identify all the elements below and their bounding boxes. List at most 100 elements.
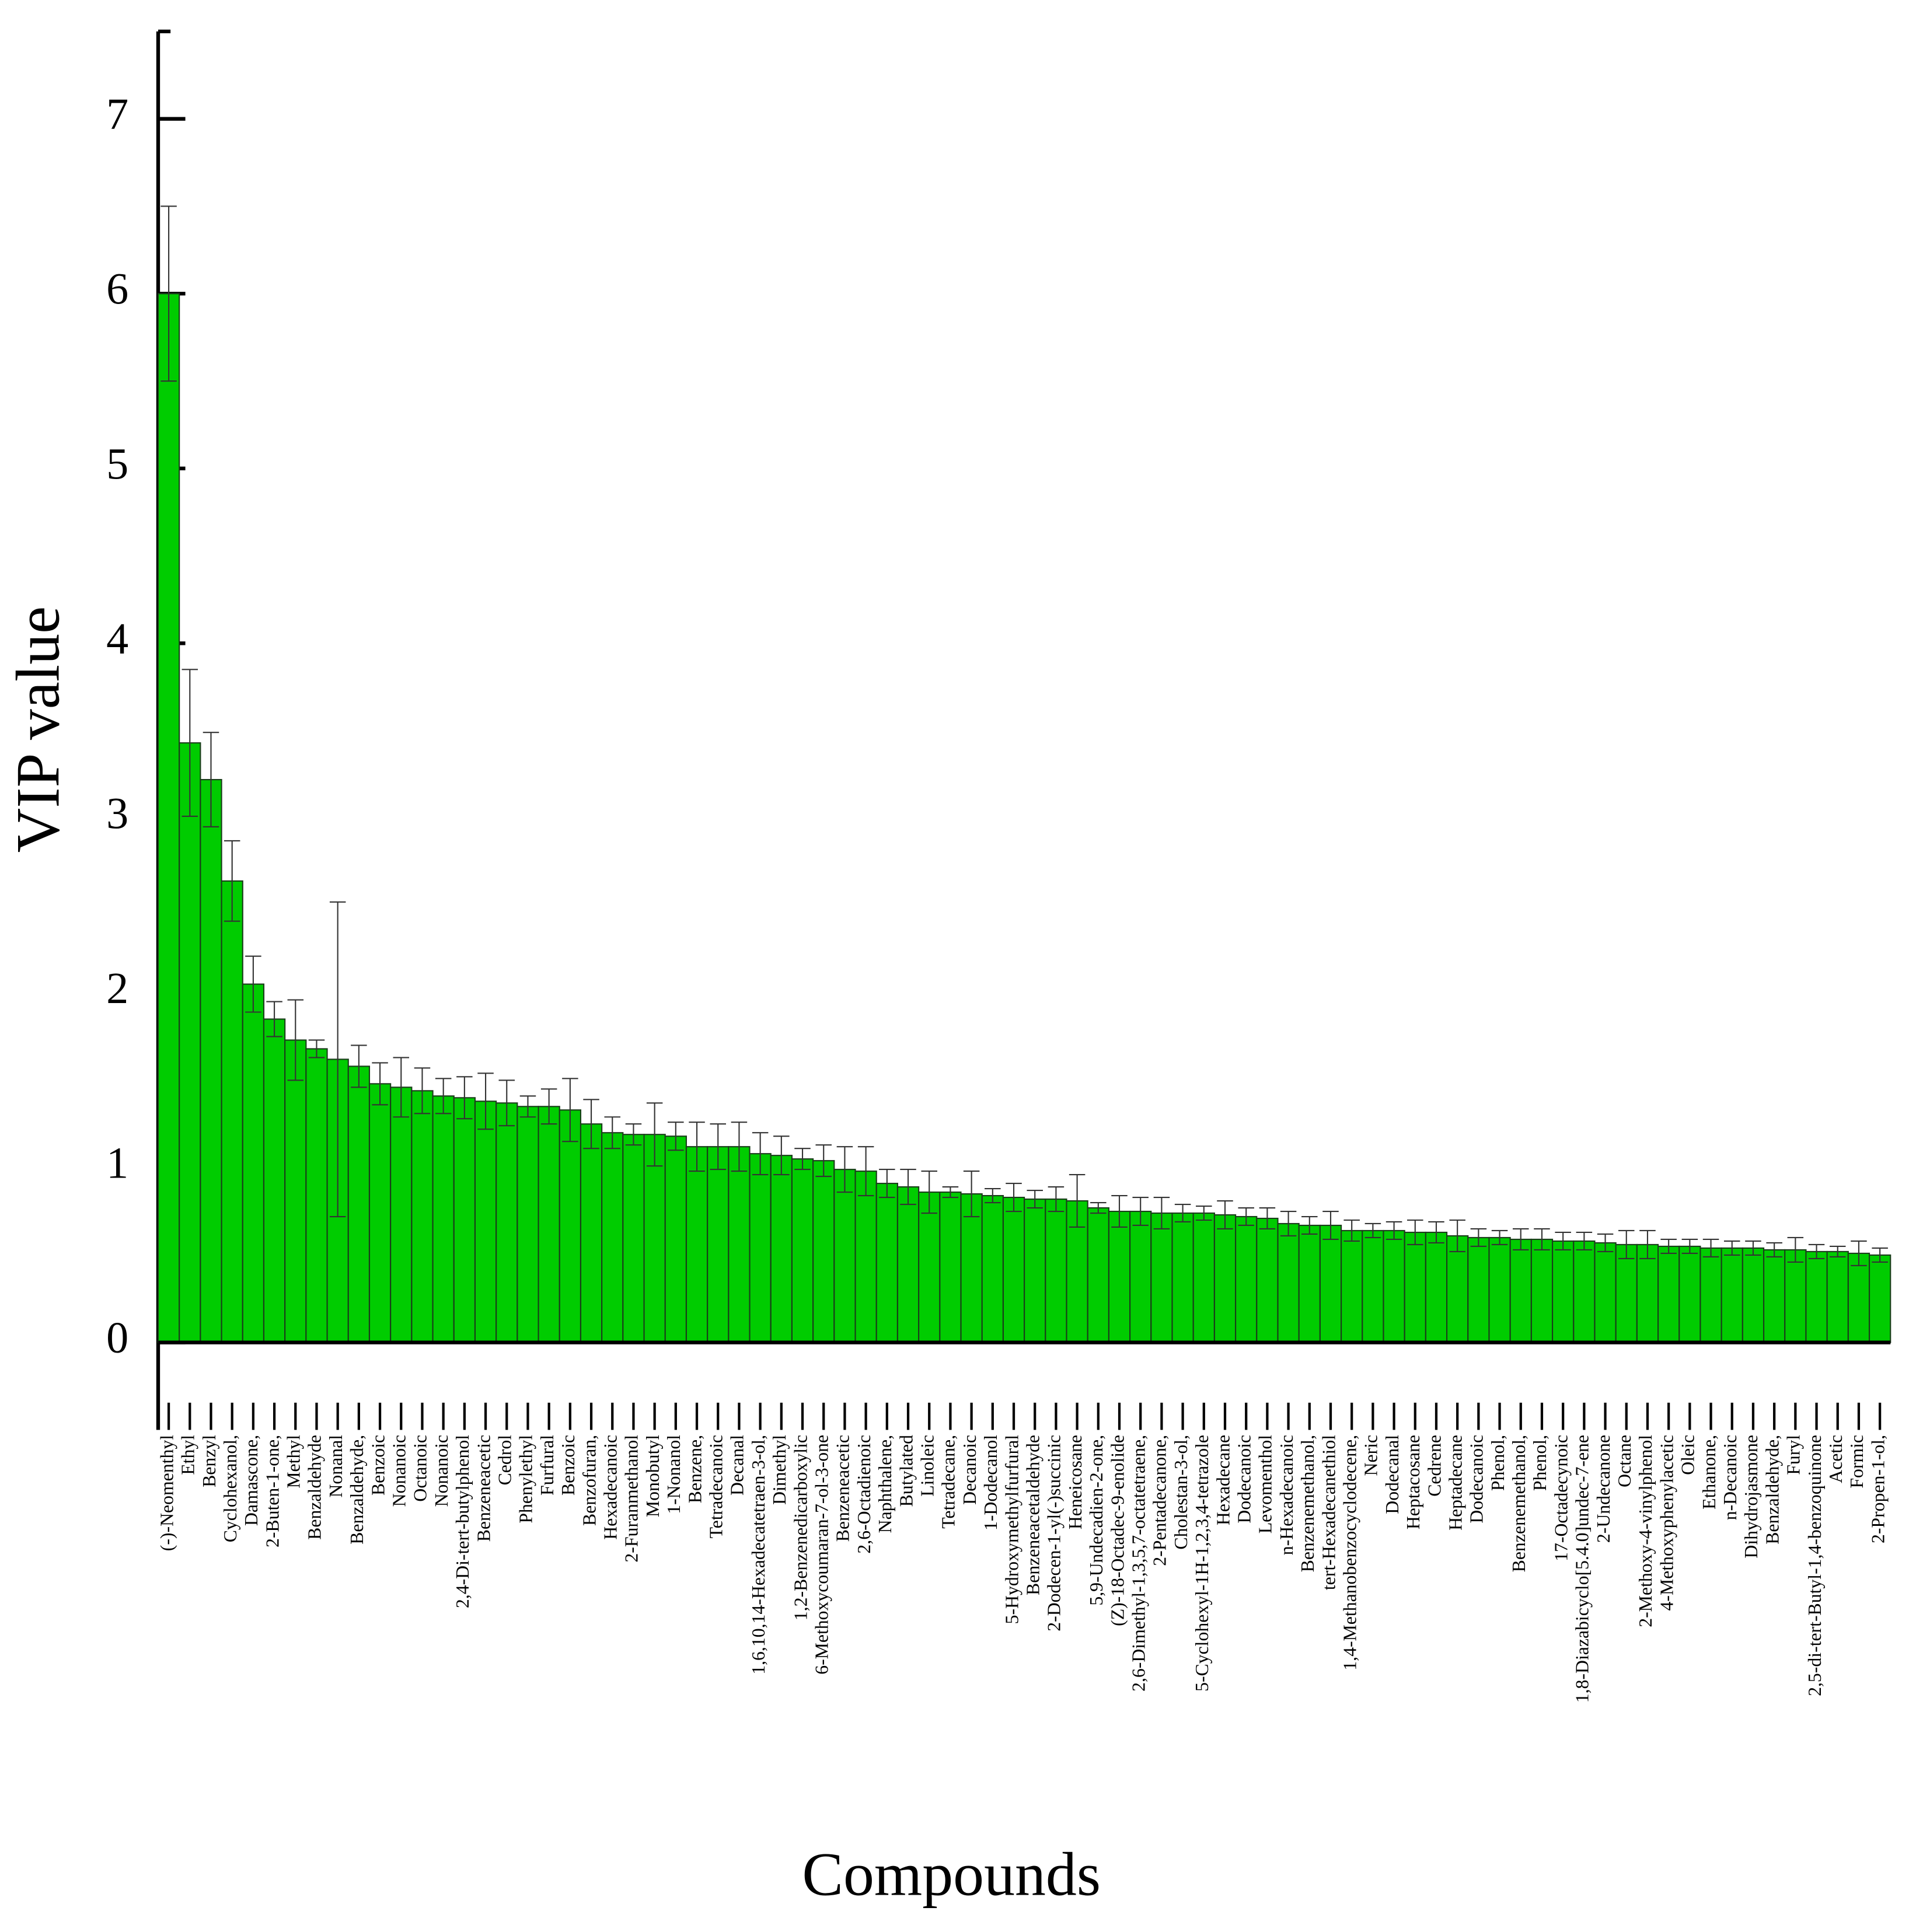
x-tick-label: 1-Dodecanol (980, 1435, 1001, 1531)
bar (263, 1018, 286, 1343)
bar (1805, 1250, 1828, 1343)
bar (981, 1194, 1004, 1343)
x-tick-label: Methyl (284, 1435, 304, 1489)
x-tick-label: Dodecanoic (1234, 1435, 1254, 1524)
x-tick-label: Benzeneacetic (833, 1435, 853, 1542)
x-tick-label: 1-Nonanol (664, 1435, 684, 1514)
bar (221, 880, 243, 1343)
y-tick-label: 3 (106, 789, 128, 838)
x-tick-label: tert-Hexadecanethiol (1318, 1435, 1339, 1590)
bar (1129, 1210, 1152, 1343)
bar (1256, 1217, 1279, 1343)
x-tick-label: Tetradecane, (938, 1435, 959, 1529)
x-tick-label: Nonanal (326, 1435, 346, 1498)
y-tick-label: 0 (106, 1313, 128, 1362)
x-tick-label: Benzeneacetic (473, 1435, 494, 1542)
bar (1383, 1229, 1405, 1343)
bar (1024, 1198, 1046, 1343)
x-tick-label: 2-Buten-1-one, (262, 1435, 282, 1547)
bar (305, 1048, 328, 1343)
x-tick-label: Cedrene (1424, 1435, 1444, 1497)
x-tick-label: Heptacosane (1403, 1435, 1423, 1529)
y-tick-label: 7 (106, 90, 128, 139)
x-tick-label: 4-Methoxyphenylacetic (1656, 1435, 1677, 1611)
x-tick-label: Benzaldehyde (305, 1435, 325, 1540)
bar (875, 1183, 898, 1343)
x-tick-label: Heptadecane (1445, 1435, 1465, 1531)
bar (728, 1146, 751, 1343)
bar (368, 1083, 392, 1343)
x-tick-label: Benzene, (685, 1435, 705, 1503)
x-tick-label: Nonanoic (389, 1435, 410, 1507)
bar (1277, 1222, 1300, 1343)
x-tick-label: Dimethyl (769, 1435, 790, 1505)
y-tick-label: 1 (106, 1139, 128, 1188)
bar (1319, 1224, 1342, 1343)
x-tick-label: Naphthalene, (875, 1435, 895, 1533)
bar (1720, 1247, 1743, 1343)
x-tick-label: 2,5-di-tert-Butyl-1,4-benzoquinone (1805, 1435, 1825, 1696)
bar (1657, 1245, 1680, 1343)
bar (685, 1146, 709, 1343)
x-tick-label: (-)-Neomenthyl (156, 1435, 177, 1551)
bar (1488, 1236, 1511, 1343)
x-tick-label: 2-Undecanone (1593, 1435, 1614, 1543)
x-tick-label: Dihydrojasmone (1741, 1435, 1761, 1559)
bar (1552, 1240, 1575, 1343)
x-tick-label: Benzofuran, (579, 1435, 599, 1526)
bar (1002, 1196, 1025, 1343)
x-tick-label: 2,6-Dimethyl-1,3,5,7-octatetraene, (1128, 1435, 1149, 1692)
bar (1467, 1236, 1490, 1343)
bar (516, 1106, 539, 1343)
x-tick-label: 2-Dodecen-1-yl(-)succinic (1044, 1435, 1065, 1631)
bar (200, 779, 222, 1343)
x-tick-label: Butylated (896, 1435, 916, 1507)
bar (770, 1155, 793, 1343)
x-tick-label: Benzoic (558, 1435, 578, 1496)
bar (1298, 1224, 1321, 1343)
x-tick-label: Nonanoic (431, 1435, 452, 1507)
y-tick-label: 4 (106, 614, 128, 663)
x-tick-label: 2,4-Di-tert-butylphenol (452, 1435, 473, 1608)
x-tick-label: n-Decanoic (1720, 1435, 1740, 1520)
x-tick-label: Octane (1614, 1435, 1635, 1487)
bar (749, 1153, 772, 1343)
x-tick-label: 1,4-Methanobenzocyclodecene, (1339, 1435, 1360, 1671)
x-tick-label: 1,8-Diazabicyclo[5.4.0]undec-7-ene (1572, 1435, 1593, 1703)
bar (1594, 1242, 1617, 1343)
x-tick-label: Benzaldehyde, (347, 1435, 367, 1545)
bar (1425, 1231, 1448, 1343)
bar (1150, 1212, 1173, 1343)
bar (1213, 1214, 1237, 1343)
bar (1678, 1245, 1701, 1343)
x-tick-label: n-Hexadecanoic (1276, 1435, 1297, 1555)
x-tick-label: Neric (1361, 1435, 1381, 1476)
bar (1192, 1212, 1215, 1343)
x-tick-label: Benzoic (368, 1435, 388, 1496)
y-tick-label: 6 (106, 265, 128, 314)
x-tick-label: Linoleic (917, 1435, 938, 1497)
bar (1636, 1243, 1659, 1343)
bar (643, 1134, 666, 1343)
x-tick-label: Phenol, (1530, 1435, 1550, 1491)
x-tick-label: Hexadecanoic (601, 1435, 621, 1540)
bar (812, 1160, 835, 1343)
x-tick-label: 5,9-Undecadien-2-one, (1086, 1435, 1107, 1606)
bar (1108, 1210, 1131, 1343)
x-tick-label: Benzenemethanol, (1509, 1435, 1529, 1572)
y-axis-title: VIP value (4, 606, 72, 853)
x-tick-label: Ethanone, (1699, 1435, 1719, 1510)
bar (1763, 1249, 1786, 1343)
x-tick-label: Cedrol (495, 1435, 515, 1486)
x-tick-label: 1,6,10,14-Hexadecatetraen-3-ol, (748, 1435, 769, 1675)
x-tick-label: Tetradecanoic (706, 1435, 727, 1539)
x-tick-label: Phenylethyl (516, 1435, 536, 1524)
x-tick-label: 2-Pentadecanone, (1150, 1435, 1170, 1566)
x-tick-label: 1,2-Benzenedicarboxylic (790, 1435, 811, 1620)
bar (453, 1097, 476, 1343)
x-tick-label: 2-Furanmethanol (622, 1435, 642, 1563)
x-tick-label: 6-Methoxycoumaran-7-ol-3-one (812, 1435, 832, 1675)
x-tick-label: Octanoic (410, 1435, 431, 1502)
bar (1615, 1243, 1638, 1343)
